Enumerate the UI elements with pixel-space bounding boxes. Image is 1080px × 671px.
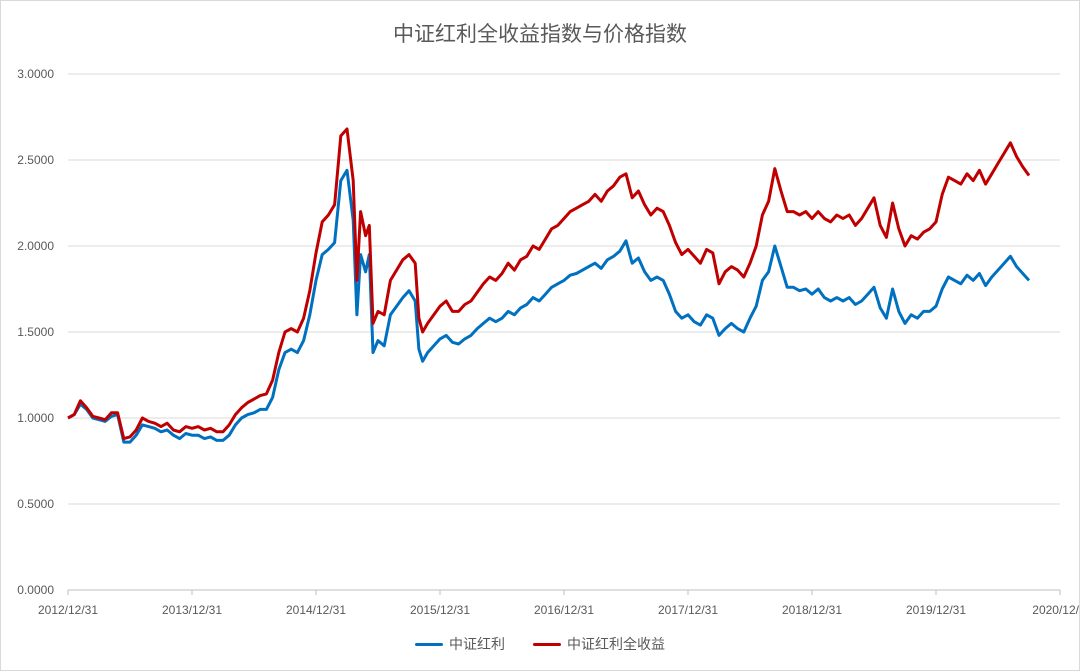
legend-label: 中证红利全收益	[567, 637, 665, 653]
x-tick-label: 2014/12/31	[286, 603, 346, 617]
y-tick-label: 2.5000	[17, 153, 54, 167]
y-tick-label: 0.0000	[17, 583, 54, 597]
x-tick-label: 2013/12/31	[162, 603, 222, 617]
legend-swatch-blue	[415, 642, 443, 646]
legend-item-price-index: 中证红利	[415, 634, 505, 654]
x-tick-label: 2019/12/31	[906, 603, 966, 617]
legend-swatch-red	[533, 642, 561, 646]
x-tick-label: 2015/12/31	[410, 603, 470, 617]
legend-item-total-return-index: 中证红利全收益	[533, 634, 665, 654]
x-tick-label: 2016/12/31	[534, 603, 594, 617]
y-tick-label: 1.0000	[17, 411, 54, 425]
y-tick-label: 3.0000	[17, 67, 54, 81]
y-tick-label: 2.0000	[17, 239, 54, 253]
series-lines	[67, 127, 1031, 444]
x-tick-label: 2018/12/31	[782, 603, 842, 617]
y-tick-label: 1.5000	[17, 325, 54, 339]
x-tick-label: 2020/12/	[1032, 603, 1079, 617]
x-tick-label: 2012/12/31	[38, 603, 98, 617]
series-line-price-index	[67, 168, 1031, 444]
chart-title: 中证红利全收益指数与价格指数	[393, 22, 687, 46]
gridlines	[67, 73, 1061, 595]
y-tick-label: 0.5000	[17, 497, 54, 511]
x-tick-label: 2017/12/31	[658, 603, 718, 617]
legend: 中证红利 中证红利全收益	[0, 634, 1080, 654]
y-axis-tick-labels: 0.0000 0.5000 1.0000 1.5000 2.0000 2.5000 3.00…	[17, 67, 54, 597]
series-line-total-return	[67, 127, 1031, 441]
x-axis-tick-labels: 2012/12/31 2013/12/31 2014/12/31 2015/12/31…	[38, 603, 1080, 617]
legend-label: 中证红利	[449, 637, 505, 653]
